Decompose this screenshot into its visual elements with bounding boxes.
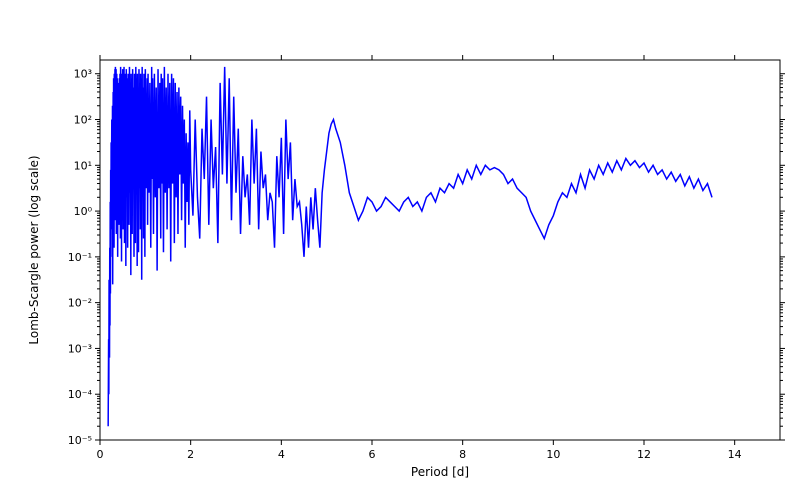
y-tick-label: 10⁻⁴	[68, 388, 93, 401]
y-tick-label: 10⁻³	[68, 342, 92, 355]
y-tick-label: 10⁻¹	[68, 251, 92, 264]
chart-svg: 0 2 4 6 8 10 12 14 10⁻⁵ 10⁻⁴ 10⁻³ 10⁻² 10⁻¹ 10⁰ 10¹ 10²…	[0, 0, 800, 500]
y-axis-label: Lomb-Scargle power (log scale)	[27, 155, 41, 344]
series-lomb-scargle-power	[108, 67, 712, 426]
y-tick-label: 10⁰	[74, 205, 93, 218]
x-tick-label: 2	[187, 448, 194, 461]
x-tick-label: 12	[637, 448, 651, 461]
x-tick-label: 6	[369, 448, 376, 461]
y-tick-label: 10⁻²	[68, 297, 92, 310]
y-tick-label: 10¹	[74, 159, 92, 172]
plot-border	[100, 60, 780, 440]
periodogram-chart: 0 2 4 6 8 10 12 14 10⁻⁵ 10⁻⁴ 10⁻³ 10⁻² 10⁻¹ 10⁰ 10¹ 10²…	[0, 0, 800, 500]
x-tick-label: 8	[459, 448, 466, 461]
x-tick-label: 14	[728, 448, 742, 461]
y-tick-label: 10²	[74, 114, 92, 127]
x-tick-label: 0	[97, 448, 104, 461]
y-tick-label: 10³	[74, 68, 92, 81]
y-tick-label: 10⁻⁵	[68, 434, 92, 447]
x-axis-label: Period [d]	[411, 465, 469, 479]
x-tick-label: 10	[546, 448, 560, 461]
x-tick-label: 4	[278, 448, 285, 461]
